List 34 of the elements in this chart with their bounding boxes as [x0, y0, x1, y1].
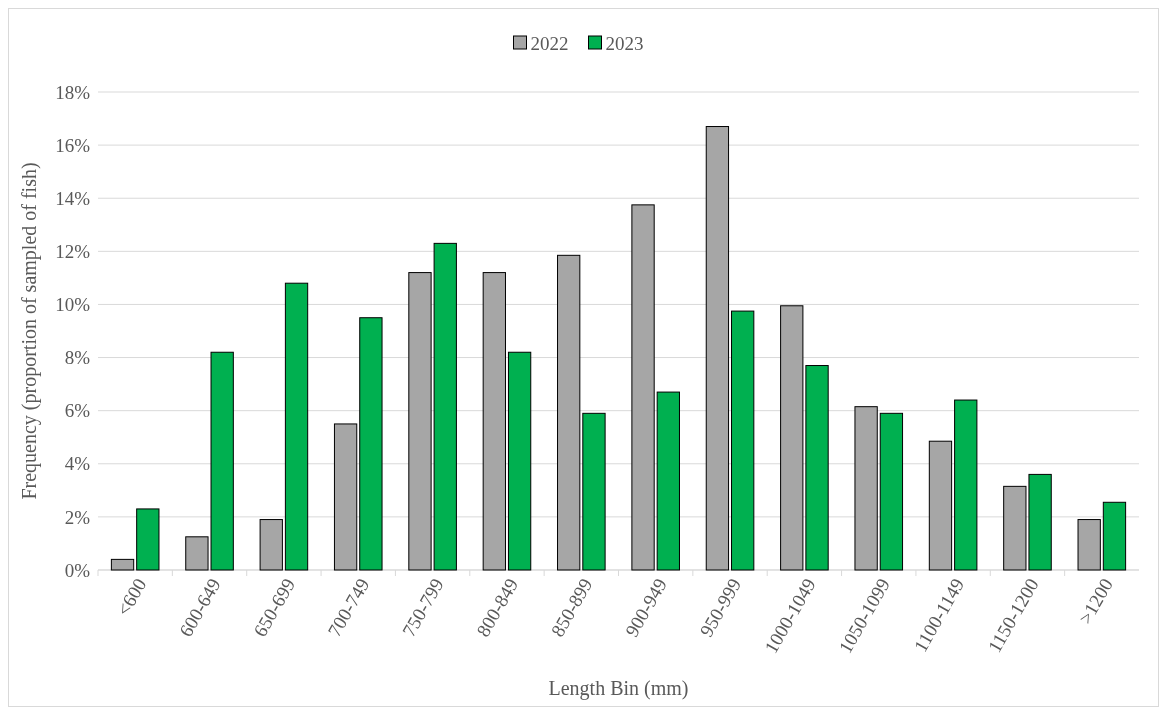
y-tick-label: 8%	[64, 347, 91, 369]
bar	[482, 272, 506, 571]
bar	[731, 310, 755, 571]
y-tick-label: 0%	[64, 559, 91, 581]
y-tick-label: 16%	[55, 134, 91, 156]
bar	[1102, 501, 1127, 571]
bar	[1077, 519, 1101, 571]
y-tick-label: 12%	[55, 240, 91, 262]
bar	[879, 412, 904, 571]
y-tick-label: 6%	[64, 400, 91, 422]
y-tick-label: 18%	[55, 81, 91, 103]
bar	[954, 399, 978, 571]
bar	[631, 204, 655, 571]
bar	[284, 282, 309, 571]
bar	[557, 254, 581, 571]
legend-label: 2022	[530, 32, 569, 54]
bar	[136, 508, 160, 571]
y-tick-label: 4%	[64, 453, 91, 475]
y-tick-label: 2%	[64, 506, 91, 528]
bar	[333, 423, 358, 571]
bar	[259, 519, 283, 571]
x-axis-title: Length Bin (mm)	[548, 677, 689, 700]
bar	[582, 412, 606, 571]
bar	[854, 406, 878, 571]
y-tick-label: 14%	[55, 187, 91, 209]
legend-label: 2023	[605, 32, 644, 54]
bar	[705, 126, 730, 571]
bar	[359, 317, 383, 571]
bar	[656, 391, 680, 571]
y-axis-title: Frequency (proportion of sampled of fish)	[18, 162, 41, 500]
bar	[110, 558, 135, 571]
bar	[507, 351, 532, 571]
y-tick-label: 10%	[55, 294, 91, 316]
bar	[928, 440, 953, 571]
